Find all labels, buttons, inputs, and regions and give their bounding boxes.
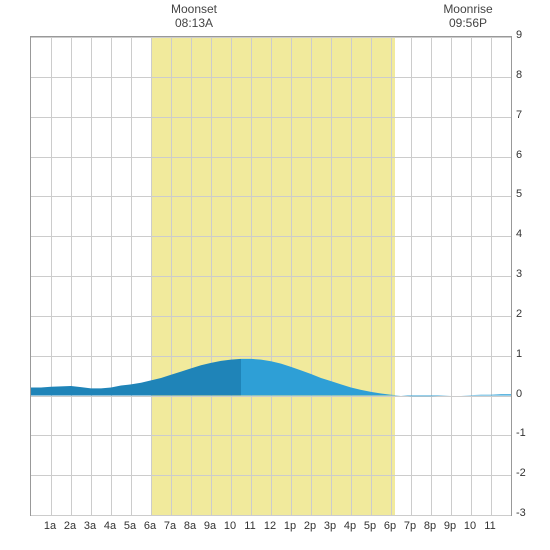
y-tick-label: 8 — [516, 69, 522, 81]
plot-area — [30, 36, 512, 516]
x-tick-label: 9a — [200, 520, 220, 532]
moonset-time: 08:13A — [159, 16, 229, 30]
moonrise-header: Moonrise 09:56P — [433, 2, 503, 31]
tide-area-series — [31, 37, 511, 515]
y-tick-label: 4 — [516, 228, 522, 240]
x-tick-label: 2p — [300, 520, 320, 532]
y-tick-label: 1 — [516, 348, 522, 360]
tide-area-light — [241, 359, 511, 396]
x-tick-label: 6a — [140, 520, 160, 532]
x-tick-label: 12 — [260, 520, 280, 532]
x-tick-label: 11 — [480, 520, 500, 532]
x-tick-label: 7a — [160, 520, 180, 532]
x-tick-label: 10 — [460, 520, 480, 532]
moonrise-title: Moonrise — [433, 2, 503, 16]
x-tick-label: 1p — [280, 520, 300, 532]
y-tick-label: -1 — [516, 427, 526, 439]
x-tick-label: 5a — [120, 520, 140, 532]
x-tick-label: 2a — [60, 520, 80, 532]
moonset-title: Moonset — [159, 2, 229, 16]
tide-area-dark — [31, 359, 241, 396]
y-tick-label: 2 — [516, 308, 522, 320]
x-tick-label: 11 — [240, 520, 260, 532]
x-tick-label: 6p — [380, 520, 400, 532]
y-tick-label: -2 — [516, 467, 526, 479]
x-tick-label: 8p — [420, 520, 440, 532]
x-tick-label: 3a — [80, 520, 100, 532]
moonrise-time: 09:56P — [433, 16, 503, 30]
x-tick-label: 5p — [360, 520, 380, 532]
tide-moon-chart: Moonset 08:13A Moonrise 09:56P 1a2a3a4a5… — [0, 0, 550, 550]
y-tick-label: 3 — [516, 268, 522, 280]
y-tick-label: 7 — [516, 109, 522, 121]
x-tick-label: 9p — [440, 520, 460, 532]
x-tick-label: 10 — [220, 520, 240, 532]
y-tick-label: 5 — [516, 188, 522, 200]
x-tick-label: 1a — [40, 520, 60, 532]
x-tick-label: 4p — [340, 520, 360, 532]
x-tick-label: 4a — [100, 520, 120, 532]
y-tick-label: 6 — [516, 149, 522, 161]
x-tick-label: 3p — [320, 520, 340, 532]
x-tick-label: 8a — [180, 520, 200, 532]
y-tick-label: 0 — [516, 388, 522, 400]
y-tick-label: -3 — [516, 507, 526, 519]
x-tick-label: 7p — [400, 520, 420, 532]
y-tick-label: 9 — [516, 29, 522, 41]
grid-horizontal — [31, 515, 511, 516]
moonset-header: Moonset 08:13A — [159, 2, 229, 31]
